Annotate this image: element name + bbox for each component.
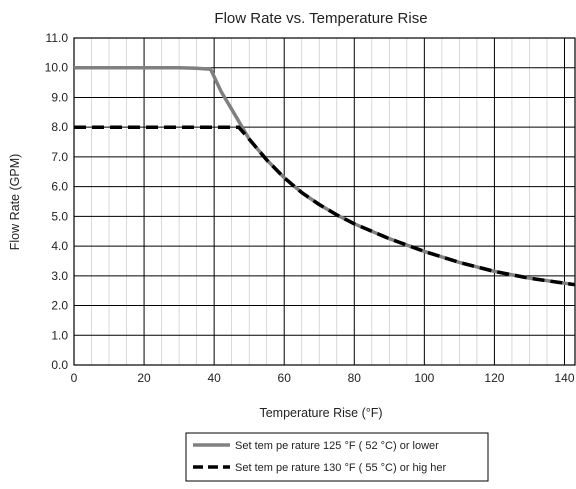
plot-area: 0 20 40 60 80 100 120 140 0.0 1.0 2.0 3.0 4.0 5.0 6.0 7… — [45, 31, 576, 385]
y-tick-label: 9.0 — [51, 90, 68, 104]
y-tick-label: 5.0 — [51, 209, 68, 223]
x-tick-label: 120 — [484, 371, 504, 385]
x-tick-label: 60 — [278, 371, 292, 385]
y-tick-label: 8.0 — [51, 120, 68, 134]
x-tick-label: 20 — [137, 371, 151, 385]
legend-box — [185, 432, 489, 482]
series-line-2 — [74, 125, 576, 287]
y-tick-label: 3.0 — [51, 269, 68, 283]
y-tick-label: 10.0 — [45, 61, 69, 75]
y-tick-label: 7.0 — [51, 150, 68, 164]
x-tick-label: 40 — [207, 371, 221, 385]
y-tick-label: 0.0 — [51, 358, 68, 372]
legend-label-1: Set tem pe rature 125 °F ( 52 °C) or low… — [235, 440, 439, 452]
legend-label-2: Set tem pe rature 130 °F ( 55 °C) or hig… — [235, 462, 447, 474]
series-line-1 — [74, 65, 576, 287]
y-tick-label: 11.0 — [46, 31, 69, 45]
x-axis-label: Temperature Rise (°F) — [259, 406, 382, 420]
x-tick-label: 100 — [414, 371, 434, 385]
y-tick-label: 4.0 — [51, 239, 68, 253]
x-tick-label: 0 — [71, 371, 78, 385]
legend: Set tem pe rature 125 °F ( 52 °C) or low… — [185, 432, 489, 482]
x-tick-label: 80 — [348, 371, 362, 385]
plot-frame — [73, 37, 576, 366]
y-axis-label: Flow Rate (GPM) — [8, 154, 22, 251]
x-tick-label: 140 — [554, 371, 574, 385]
y-tick-label: 1.0 — [51, 328, 68, 342]
y-tick-label: 6.0 — [51, 180, 68, 194]
chart-title: Flow Rate vs. Temperature Rise — [214, 10, 427, 27]
y-tick-label: 2.0 — [51, 299, 68, 313]
